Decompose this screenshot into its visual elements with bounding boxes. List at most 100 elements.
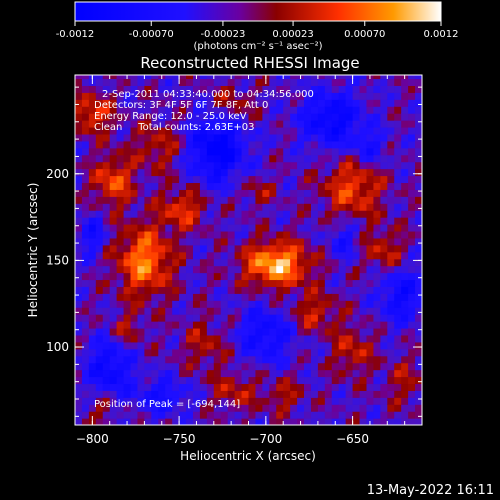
heatmap-cell [359, 189, 368, 197]
heatmap-cell [179, 189, 187, 197]
heatmap-cell [366, 411, 375, 419]
heatmap-cell [262, 203, 270, 211]
heatmap-cell [179, 203, 187, 211]
heatmap-cell [373, 154, 381, 163]
heatmap-cell [199, 251, 208, 260]
heatmap-cell [88, 189, 97, 197]
heatmap-cell [192, 300, 201, 308]
heatmap-cell [352, 355, 361, 364]
heatmap-cell [109, 327, 118, 336]
heatmap-cell [137, 307, 145, 315]
heatmap-cell [102, 286, 111, 294]
heatmap-cell [297, 404, 305, 412]
heatmap-cell [359, 327, 368, 336]
heatmap-cell [248, 279, 257, 287]
heatmap-cell [297, 334, 305, 343]
heatmap-cell [179, 224, 187, 232]
heatmap-cell [304, 369, 312, 378]
heatmap-cell [102, 397, 111, 405]
heatmap-cell [283, 348, 291, 357]
heatmap-cell [109, 196, 118, 204]
heatmap-cell [151, 75, 159, 80]
heatmap-cell [81, 397, 90, 405]
heatmap-cell [199, 196, 208, 204]
heatmap-cell [234, 224, 243, 232]
heatmap-cell [227, 189, 236, 197]
heatmap-cell [331, 85, 340, 93]
heatmap-cell [310, 99, 319, 107]
heatmap-cell [366, 265, 375, 274]
heatmap-cell [220, 189, 229, 197]
heatmap-cell [310, 203, 319, 211]
heatmap-cell [165, 140, 173, 149]
heatmap-cell [283, 120, 291, 128]
heatmap-cell [123, 237, 132, 246]
heatmap-cell [102, 300, 111, 308]
heatmap-cell [179, 369, 187, 378]
heatmap-cell [109, 147, 118, 156]
heatmap-cell [324, 203, 333, 211]
heatmap-cell [394, 348, 402, 357]
heatmap-cell [186, 230, 194, 239]
heatmap-cell [220, 244, 229, 253]
heatmap-cell [373, 126, 381, 135]
heatmap-cell [95, 85, 104, 93]
heatmap-cell [151, 133, 159, 142]
heatmap-cell [158, 383, 166, 391]
heatmap-cell [262, 133, 270, 142]
heatmap-cell [213, 154, 222, 163]
heatmap-cell [317, 168, 326, 177]
heatmap-cell [373, 383, 381, 391]
heatmap-cell [366, 362, 375, 371]
heatmap-cell [401, 92, 409, 100]
heatmap-cell [102, 85, 111, 93]
heatmap-cell [317, 411, 326, 419]
heatmap-cell [220, 126, 229, 135]
heatmap-cell [373, 258, 381, 267]
heatmap-cell [366, 293, 375, 301]
heatmap-cell [144, 78, 152, 86]
heatmap-cell [387, 362, 395, 371]
heatmap-cell [338, 348, 347, 357]
heatmap-cell [206, 355, 215, 364]
heatmap-cell [172, 203, 180, 211]
heatmap-cell [276, 397, 284, 405]
heatmap-cell [401, 182, 409, 190]
heatmap-cell [206, 147, 215, 156]
heatmap-cell [359, 244, 368, 253]
heatmap-cell [102, 113, 111, 121]
heatmap-cell [373, 265, 381, 274]
heatmap-cell [123, 327, 132, 336]
heatmap-cell [241, 300, 250, 308]
heatmap-cell [95, 307, 104, 315]
heatmap-cell [394, 154, 402, 163]
heatmap-cell [137, 92, 145, 100]
heatmap-cell [317, 272, 326, 281]
heatmap-cell [130, 175, 139, 184]
heatmap-cell [269, 362, 277, 371]
heatmap-cell [151, 161, 159, 170]
heatmap-cell [81, 327, 90, 336]
heatmap-cell [75, 334, 83, 343]
heatmap-cell [102, 161, 111, 170]
heatmap-cell [401, 175, 409, 184]
heatmap-cell [345, 92, 354, 100]
heatmap-cell [283, 78, 291, 86]
heatmap-cell [81, 203, 90, 211]
heatmap-cell [199, 99, 208, 107]
heatmap-cell [373, 369, 381, 378]
heatmap-cell [179, 348, 187, 357]
heatmap-cell [130, 265, 139, 274]
heatmap-cell [359, 272, 368, 281]
heatmap-cell [151, 314, 159, 322]
heatmap-cell [415, 411, 422, 419]
heatmap-cell [352, 106, 361, 114]
heatmap-cell [75, 286, 83, 294]
heatmap-cell [151, 272, 159, 281]
heatmap-cell [394, 230, 402, 239]
heatmap-cell [255, 133, 263, 142]
heatmap-cell [172, 99, 180, 107]
heatmap-cell [408, 404, 416, 412]
heatmap-cell [359, 203, 368, 211]
heatmap-cell [373, 334, 381, 343]
